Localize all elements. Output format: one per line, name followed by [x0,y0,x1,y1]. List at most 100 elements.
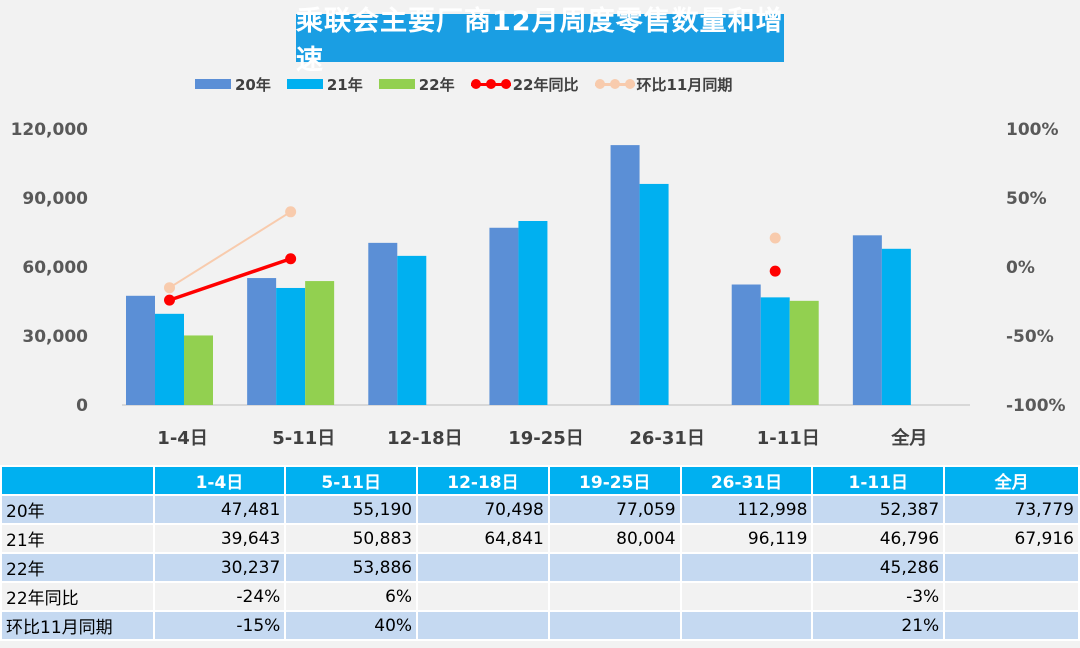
bar-20年 [126,295,155,405]
table-cell: 50,883 [284,523,419,554]
bar-21年 [276,287,306,405]
table-header-cell: 全月 [943,465,1080,496]
legend-item: 21年 [286,74,363,95]
bar-21年 [881,248,911,405]
chart-area: 乘联会主要厂商12月周度零售数量和增速 20年 21年 22年 22年同比 环比11月同… [11,6,1066,449]
y-right-tick-label: 0% [1006,258,1035,278]
table-cell: 30,237 [152,552,287,583]
legend-label: 21年 [326,75,363,94]
table-cell [547,610,682,641]
x-tick-label: 1-11日 [757,428,820,449]
table-cell: 112,998 [679,494,814,525]
x-tick-label: 19-25日 [508,428,584,449]
table-cell [416,581,550,612]
y-right-tick-label: -100% [1006,396,1066,416]
table-row: 环比11月同期 -15% 40% 21% [0,610,1080,641]
y-right-tick-label: 100% [1006,120,1059,140]
table-cell: 96,119 [679,523,814,554]
bar-21年 [639,183,669,405]
y-left-tick-label: 0 [76,396,88,416]
y-left-tick-label: 60,000 [22,258,88,278]
bar-21年 [155,313,184,405]
legend-swatch [195,79,231,89]
x-tick-label: 全月 [890,427,927,449]
table-cell: 70,498 [416,494,550,525]
legend-swatch [470,77,511,91]
table-cell: 6% [284,581,419,612]
table-header-cell: 1-4日 [152,465,287,496]
y-right-tick-label: -50% [1006,327,1054,347]
x-tick-label: 1-4日 [157,428,208,449]
table-cell [679,581,814,612]
point-环比11月同期 [769,232,781,244]
data-table: 1-4日 5-11日 12-18日 19-25日 26-31日 1-11日 全月 20年 47… [0,465,1080,641]
bar-21年 [760,297,790,405]
legend-item: 22年 [378,74,455,95]
x-tick-label: 5-11日 [272,428,335,449]
legend-label: 环比11月同期 [636,75,733,94]
table-cell: 46,796 [811,523,946,554]
legend-item: 22年同比 [470,74,579,95]
table-cell: 39,643 [152,523,287,554]
x-tick-label: 26-31日 [629,428,705,449]
table-header-cell: 5-11日 [284,465,419,496]
bar-20年 [852,235,882,405]
table-header-row: 1-4日 5-11日 12-18日 19-25日 26-31日 1-11日 全月 [0,465,1080,496]
table-cell: 80,004 [547,523,682,554]
table-cell: 47,481 [152,494,287,525]
table-cell [943,581,1080,612]
legend-swatch [378,79,415,89]
legend-item: 20年 [195,74,271,95]
table-cell: 21% [811,610,946,641]
table-cell [943,610,1080,641]
bar-22年 [184,335,213,405]
point-环比11月同期 [285,206,297,218]
bar-20年 [731,284,761,405]
table-row-label: 20年 [0,494,155,525]
bar-21年 [397,255,427,405]
y-left-tick-label: 120,000 [11,120,89,140]
line-segment-22年同比 [168,257,292,302]
legend-label: 22年 [418,75,455,94]
x-tick-label: 12-18日 [387,428,463,449]
table-body: 20年 47,481 55,190 70,498 77,059 112,998 52,387… [0,494,1080,641]
bar-20年 [489,227,519,405]
table-header-cell: 26-31日 [679,465,814,496]
table-row-label: 环比11月同期 [0,610,155,641]
table-cell [547,581,682,612]
table-row-label: 22年同比 [0,581,155,612]
point-22年同比 [164,294,175,306]
chart-legend: 20年 21年 22年 22年同比 环比11月同期 [195,71,748,97]
table-row-label: 22年 [0,552,155,583]
table-row: 20年 47,481 55,190 70,498 77,059 112,998 52,387… [0,494,1080,525]
bar-20年 [610,145,640,405]
table-cell [416,610,550,641]
y-left-tick-label: 30,000 [22,327,88,347]
table-row-label: 21年 [0,523,155,554]
table-cell: 52,387 [811,494,946,525]
table-cell [943,552,1080,583]
table-cell [679,610,814,641]
line-segment-环比11月同期 [168,210,292,289]
table-corner-cell [0,465,155,496]
legend-item: 环比11月同期 [594,74,733,95]
table-cell: -3% [811,581,946,612]
table-cell: 53,886 [284,552,419,583]
bar-21年 [518,220,548,405]
bar-22年 [789,300,819,405]
table-cell: -15% [152,610,287,641]
bar-20年 [368,242,398,405]
table-cell: 64,841 [416,523,550,554]
point-22年同比 [769,265,781,277]
legend-label: 20年 [235,75,271,94]
table-cell: 40% [284,610,419,641]
chart-plot: 0 30,000 60,000 90,000 120,000 -100% -50% 0% 50%… [11,120,1066,449]
y-left-tick-label: 90,000 [22,189,88,209]
table-cell [679,552,814,583]
bar-20年 [247,278,277,405]
legend-swatch [286,79,323,89]
legend-label: 22年同比 [512,75,579,94]
table-row: 22年同比 -24% 6% -3% [0,581,1080,612]
table-cell: 45,286 [811,552,946,583]
point-环比11月同期 [164,282,175,294]
